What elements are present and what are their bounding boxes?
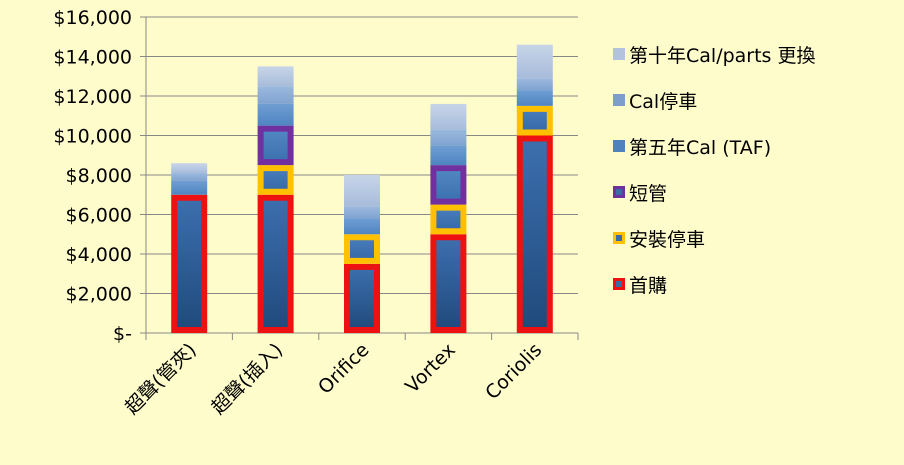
legend-entry: 第十年Cal/parts 更換 [613,45,816,67]
bar-segment-spool [257,125,294,166]
bar-segment-install-shutdown [516,105,553,136]
y-tick-label: $16,000 [53,7,132,29]
bar-segment-cal-shutdown [344,206,380,219]
bar-segment-cal-shutdown [430,129,467,146]
lavender-square-icon [613,48,625,60]
bars [171,44,553,333]
bar-segment-cal10-parts [430,103,467,130]
legend-entry: 短管 [613,183,667,205]
bar-segment-cal5 [430,145,467,166]
y-tick-label: $4,000 [66,244,132,266]
bar-segment-first-purchase [344,263,380,333]
bar-segment-install-shutdown [257,165,294,195]
red-square-icon [613,278,625,290]
legend-label: Cal停車 [629,91,697,113]
bar-segment-first-purchase [257,194,294,333]
bar-segment-spool [430,165,467,205]
bar-segment-cal5 [257,103,294,126]
x-category-label: Coriolis [481,339,546,404]
y-tick-labels: $- $2,000 $4,000 $6,000 $8,000 $10,000 $12,000… [53,7,132,345]
bar-stack [257,66,294,333]
bar-segment-cal5 [516,90,553,106]
x-category-label: Orifice [314,339,374,399]
x-category-labels: 超聲(管夾) 超聲(插入) Orifice Vortex Coriolis [121,339,546,419]
bar-segment-install-shutdown [344,234,380,264]
legend-label: 第五年Cal (TAF) [629,137,771,159]
axes [140,16,579,340]
bar-stack [171,163,208,333]
y-tick-label: $- [113,323,132,345]
legend-label: 安裝停車 [629,229,705,251]
y-tick-label: $8,000 [66,165,132,187]
bar-segment-cal10-parts [344,175,380,207]
legend-entry: 安裝停車 [613,229,705,251]
bar-segment-cal10-parts [516,44,553,79]
slate-square-icon [613,94,625,106]
bar-segment-first-purchase [430,234,467,333]
y-tick-label: $2,000 [66,284,132,306]
bar-segment-cal10-parts [171,163,208,174]
legend-entry: 首購 [613,275,667,297]
bar-segment-cal5 [171,180,208,195]
legend-entry: Cal停車 [613,91,697,113]
x-category-label: 超聲(管夾) [121,339,201,419]
bar-segment-cal-shutdown [257,86,294,104]
bar-segment-cal-shutdown [516,78,553,91]
y-tick-label: $10,000 [53,126,132,148]
bar-segment-first-purchase [516,135,553,333]
legend-label: 短管 [629,183,667,205]
bar-stack [344,175,380,333]
gold-square-icon [613,232,625,244]
x-category-label: 超聲(插入) [207,339,287,419]
bar-stack [516,44,553,333]
bar-stack [430,103,467,333]
y-tick-label: $12,000 [53,86,132,108]
x-category-label: Vortex [401,339,460,398]
legend-label: 首購 [629,275,667,297]
bar-segment-cal-shutdown [171,173,208,181]
legend-entry: 第五年Cal (TAF) [613,137,771,159]
bar-segment-install-shutdown [430,204,467,235]
bar-segment-first-purchase [171,194,208,333]
bar-segment-cal5 [344,218,380,235]
purple-square-icon [613,186,625,198]
bar-segment-cal10-parts [257,66,294,87]
blue-square-icon [613,140,625,152]
y-tick-label: $6,000 [66,205,132,227]
y-tick-label: $14,000 [53,47,132,69]
legend-label: 第十年Cal/parts 更換 [629,45,816,67]
